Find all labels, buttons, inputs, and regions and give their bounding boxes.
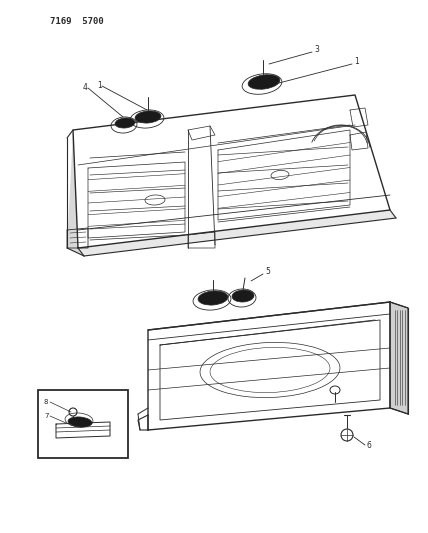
- Text: 3: 3: [314, 45, 319, 54]
- Ellipse shape: [248, 75, 280, 90]
- Text: 6: 6: [367, 441, 372, 450]
- Bar: [38, 390, 128, 458]
- Polygon shape: [67, 130, 84, 256]
- Ellipse shape: [115, 118, 135, 128]
- Polygon shape: [390, 302, 408, 414]
- Ellipse shape: [198, 291, 228, 305]
- Text: 4: 4: [83, 83, 88, 92]
- Ellipse shape: [135, 111, 161, 123]
- Ellipse shape: [68, 417, 92, 427]
- Polygon shape: [73, 95, 390, 248]
- Text: 7: 7: [44, 413, 48, 419]
- Polygon shape: [78, 210, 396, 256]
- Ellipse shape: [232, 290, 254, 302]
- Text: 7169  5700: 7169 5700: [50, 17, 104, 26]
- Text: 1: 1: [354, 58, 359, 67]
- Polygon shape: [148, 302, 390, 430]
- Text: 1: 1: [97, 80, 102, 90]
- Text: 8: 8: [44, 399, 48, 405]
- Text: 5: 5: [265, 268, 270, 277]
